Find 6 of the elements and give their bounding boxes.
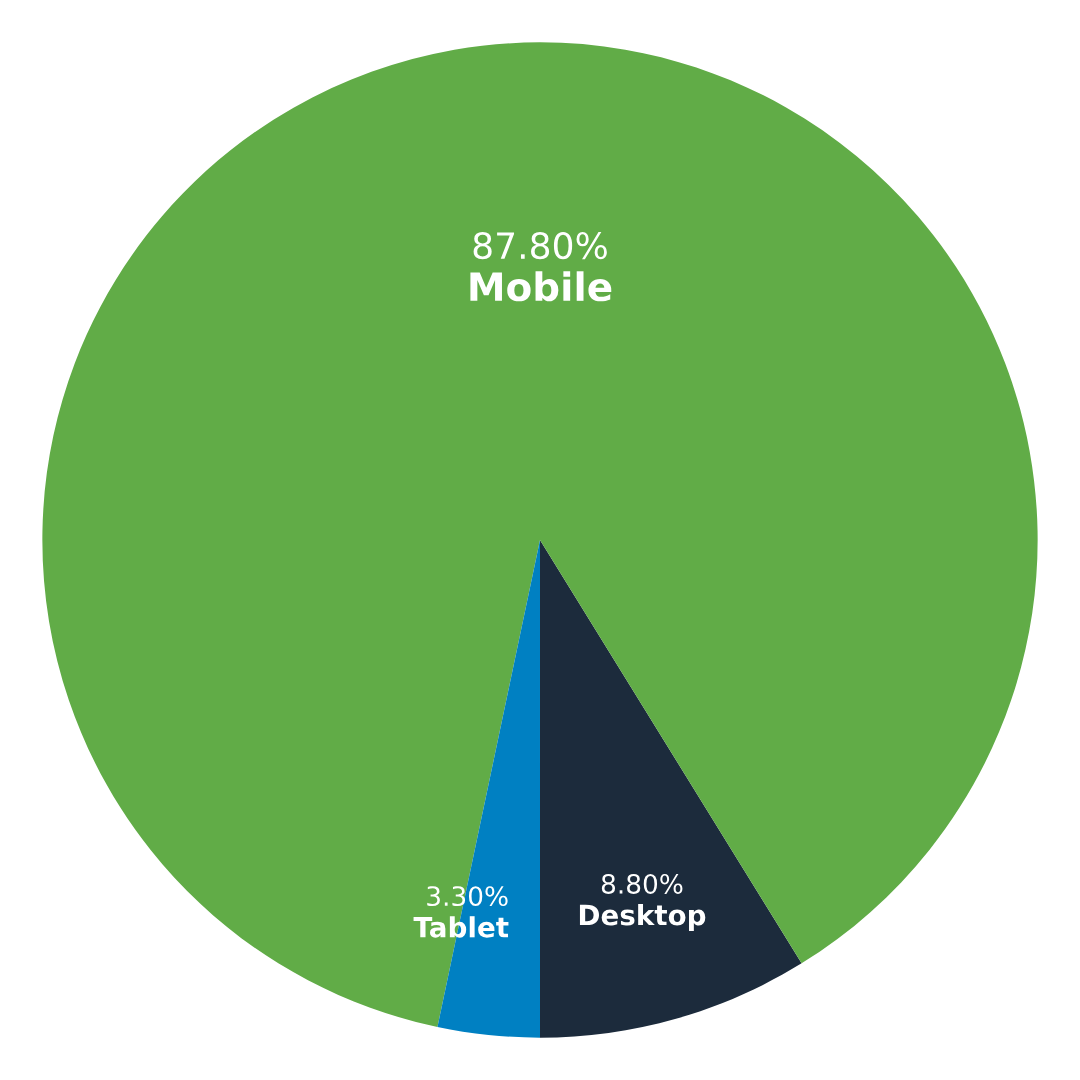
data-label: 8.80% [601, 873, 683, 894]
data-label: 87.80% [473, 231, 607, 260]
data-label: 3.30% [427, 886, 508, 907]
slice-label: Desktop [579, 904, 706, 931]
slice-label: Tablet [413, 916, 509, 938]
slice-label: Mobile [470, 271, 612, 302]
